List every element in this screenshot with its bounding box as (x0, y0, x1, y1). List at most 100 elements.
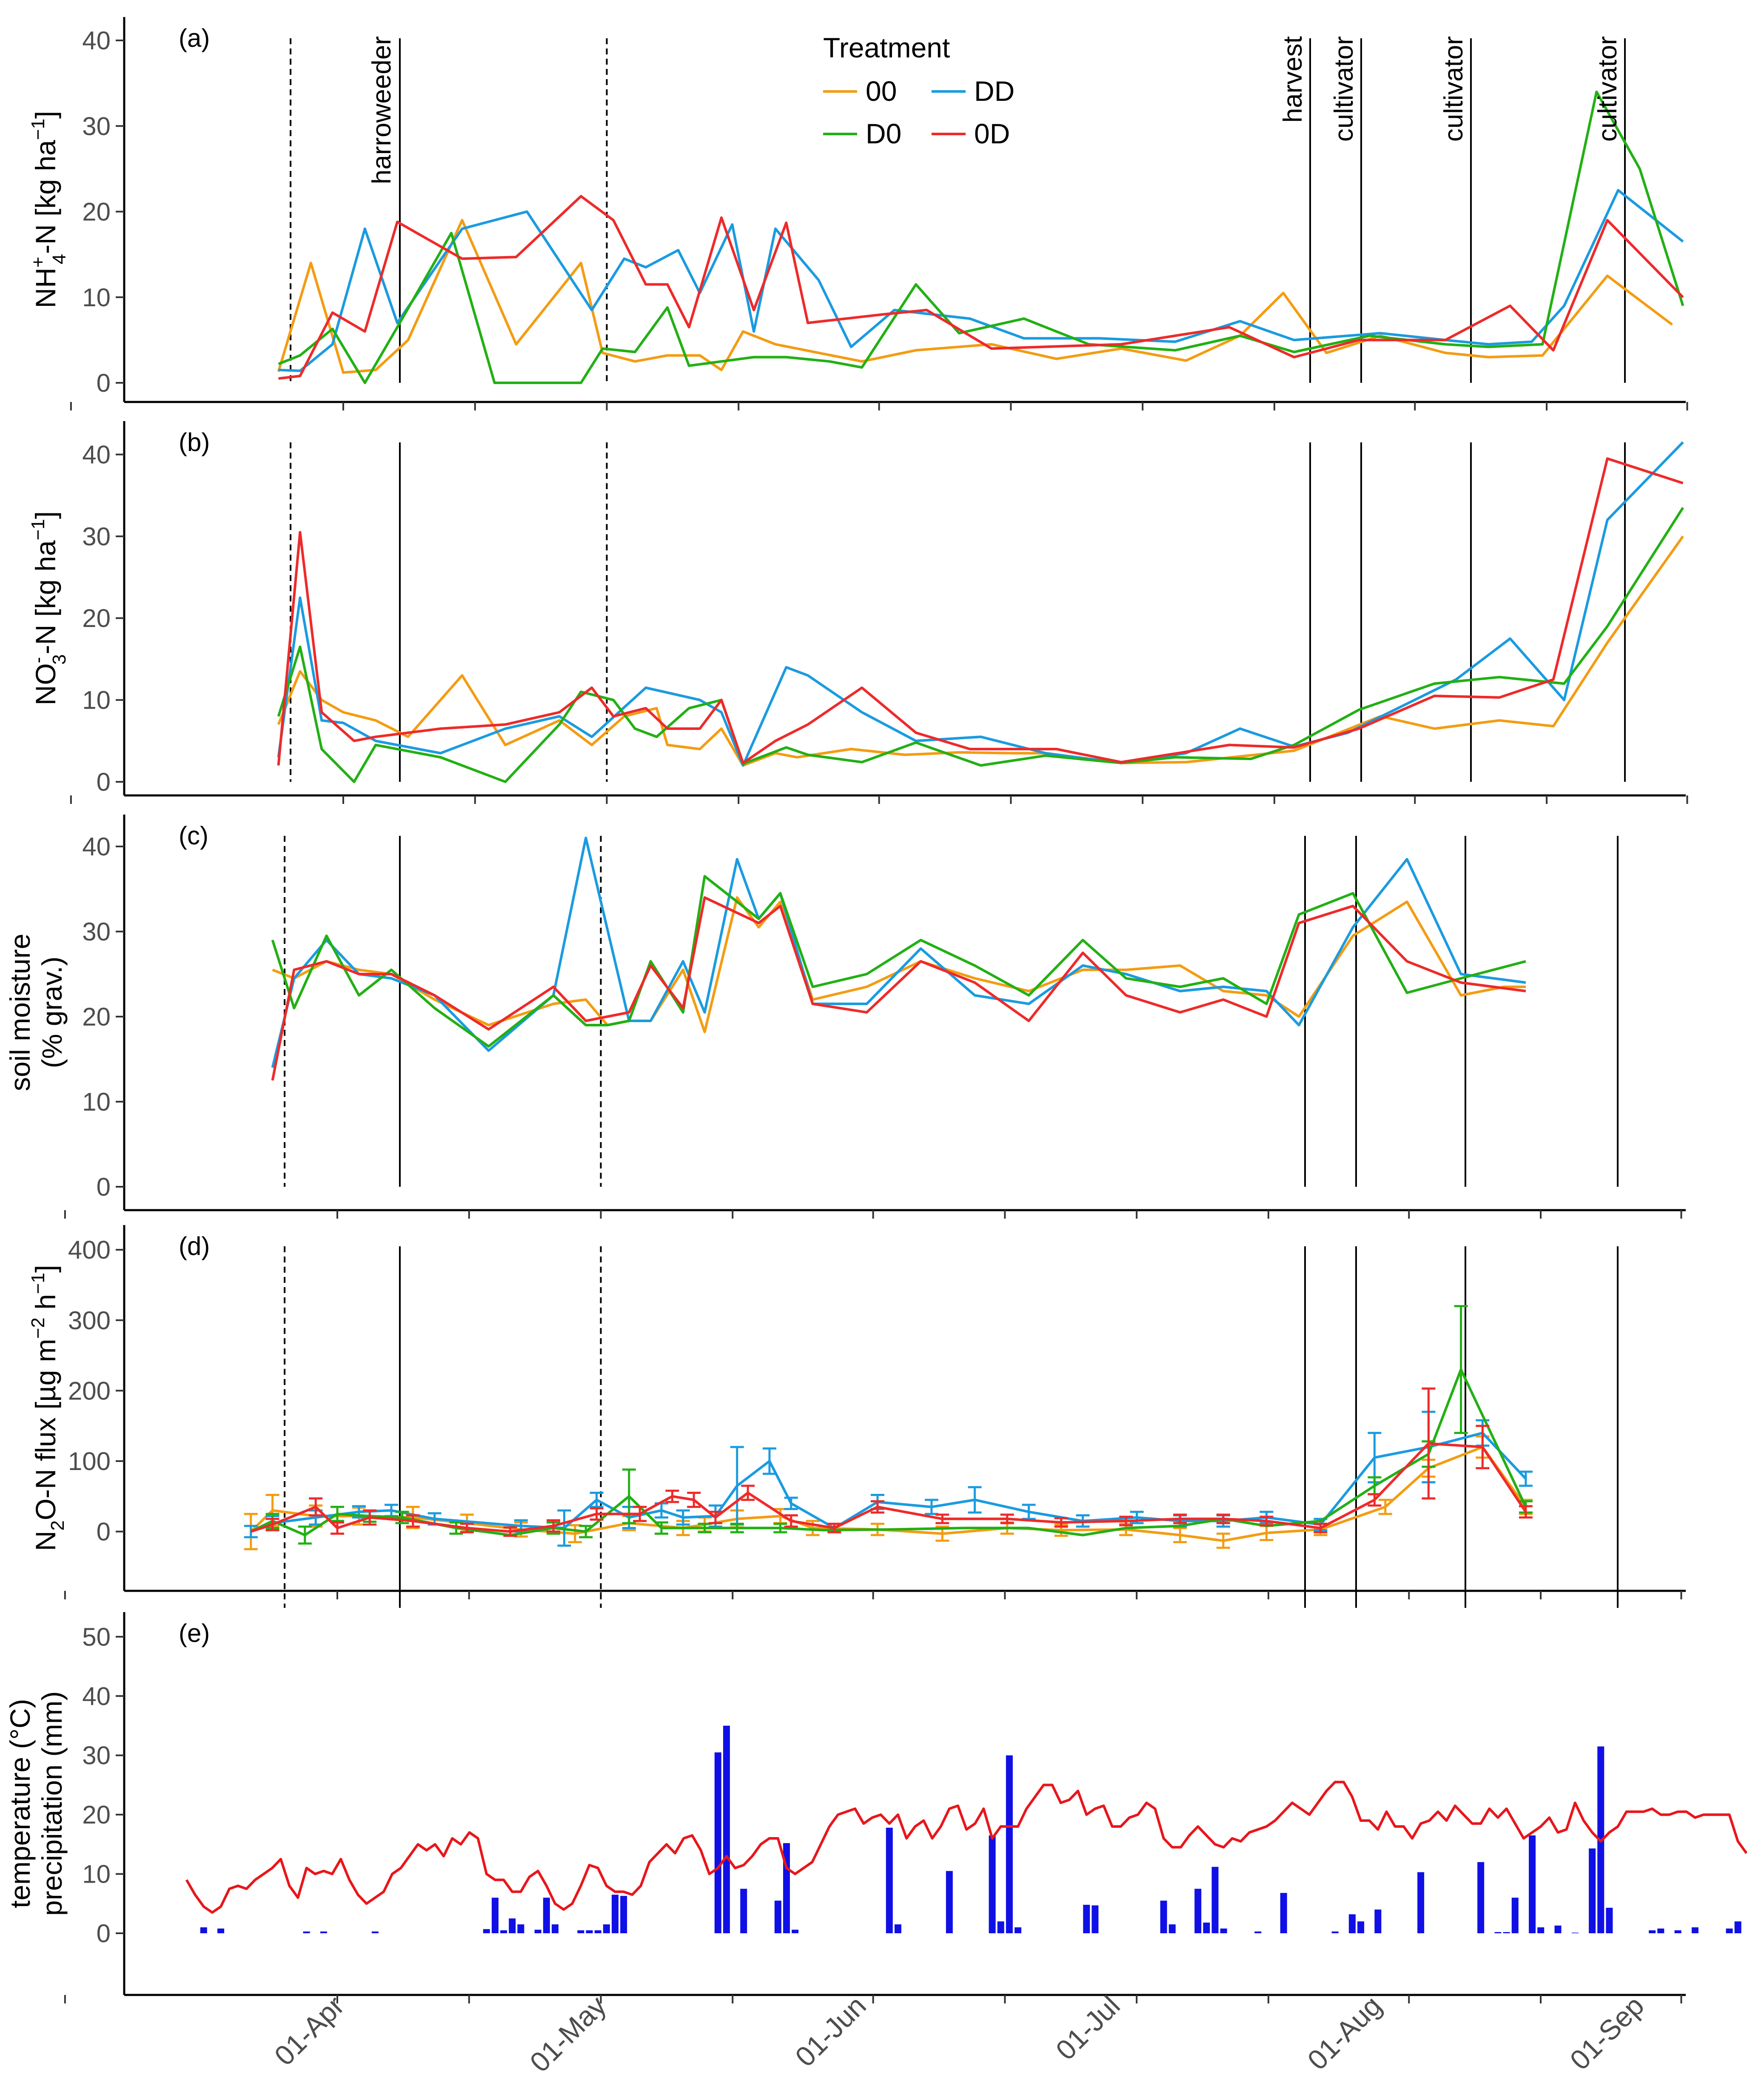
x-tick-label: 01-Jun (789, 1990, 872, 2073)
y-axis-label: NO-3-N [kg ha−1] (28, 511, 70, 705)
precipitation-bar (1674, 1930, 1681, 1933)
precipitation-bar (886, 1827, 893, 1933)
series-line-D0 (277, 507, 1684, 783)
ylab-main: NO (30, 663, 61, 705)
precipitation-bar (551, 1924, 559, 1933)
precipitation-bar (1015, 1927, 1022, 1933)
ylab-sup3: −1 (28, 1273, 48, 1294)
y-axis-label: NH+4-N [kg ha−1] (28, 111, 70, 308)
y-tick-label: 100 (68, 1447, 111, 1476)
precipitation-bar (1417, 1872, 1425, 1933)
precipitation-bar (200, 1927, 207, 1933)
operation-label: cultivator (1593, 36, 1622, 142)
ylab-sub: 3 (49, 654, 70, 664)
panel-d: 0 100 200 300 400 (d) N2O-N flux [µg m−2 h−1] (28, 1225, 1686, 1608)
series-line-D0 (278, 90, 1684, 384)
x-tick-label: 01-Aug (1301, 1990, 1388, 2076)
precipitation-bar (500, 1930, 507, 1933)
precipitation-bar (946, 1871, 953, 1933)
precipitation-bar (1348, 1914, 1356, 1933)
precipitation-bar (620, 1896, 627, 1933)
y-tick-label: 300 (68, 1306, 111, 1335)
series-line-0D (250, 1442, 1527, 1533)
precipitation-bar (1606, 1908, 1613, 1933)
precipitation-bar (1280, 1893, 1287, 1933)
y-tick-label: 10 (82, 1088, 111, 1116)
precipitation-bar (774, 1901, 781, 1933)
y-tick-label: 40 (82, 440, 111, 469)
y-tick-label: 40 (82, 1682, 111, 1710)
ylab-close: ] (30, 511, 61, 519)
y-tick-label: 400 (68, 1236, 111, 1264)
precipitation-bar (603, 1924, 610, 1933)
y-axis-label-line2: precipitation (mm) (36, 1691, 68, 1916)
precipitation-bar (1726, 1928, 1733, 1933)
panel-a: 0 10 20 30 40 (a) NH+4-N [kg ha−1] (28, 17, 1688, 410)
ylab-close: ] (30, 1265, 61, 1273)
temperature-line (185, 1781, 1747, 1914)
precipitation-bar (1691, 1927, 1699, 1933)
y-axis-label: N2O-N flux [µg m−2 h−1] (28, 1265, 68, 1551)
y-tick-label: 50 (82, 1623, 111, 1651)
ylab-mid: h (30, 1294, 61, 1317)
precipitation-bar (491, 1898, 499, 1933)
ylab-sup2: −2 (28, 1317, 48, 1339)
series-line-D0 (271, 875, 1526, 1048)
precipitation-bar (1331, 1931, 1339, 1933)
y-tick-label: 30 (82, 918, 111, 946)
precipitation-bar (543, 1898, 550, 1933)
ylab-tail: -N [kg ha (30, 540, 61, 654)
precipitation-bar (792, 1929, 799, 1933)
ylab-sub: 2 (47, 1520, 68, 1530)
y-tick-label: 20 (82, 1801, 111, 1829)
panel-label: (a) (179, 24, 210, 52)
y-tick-label: 20 (82, 1003, 111, 1031)
precipitation-bar (303, 1931, 310, 1933)
panel-e: 0 10 20 30 40 50 (e) temperature (°C) precipitat… (4, 1612, 1747, 2003)
precipitation-bar (1503, 1932, 1510, 1933)
x-tick-label: 01-Jul (1049, 1990, 1126, 2066)
precipitation-bar (1083, 1905, 1090, 1933)
legend-label-0D: 0D (974, 118, 1010, 149)
legend-title: Treatment (823, 32, 950, 63)
precipitation-bar (1734, 1921, 1741, 1933)
precipitation-bar (1006, 1755, 1013, 1933)
ylab-sub: 4 (49, 254, 70, 264)
precipitation-bar (740, 1889, 747, 1933)
precipitation-bar (320, 1931, 327, 1933)
y-tick-label: 20 (82, 198, 111, 226)
y-tick-label: 0 (97, 369, 111, 397)
ylab-unit-sup: −1 (28, 519, 48, 540)
x-tick-label: 01-Sep (1564, 1990, 1650, 2076)
y-tick-label: 10 (82, 1860, 111, 1889)
y-tick-label: 20 (82, 604, 111, 633)
legend-label-00: 00 (866, 75, 897, 107)
precipitation-bar (371, 1931, 379, 1933)
precipitation-bar (1374, 1909, 1382, 1933)
panel-label: (b) (179, 428, 210, 456)
legend-label-DD: DD (974, 75, 1015, 107)
precipitation-bar (894, 1924, 901, 1933)
y-tick-label: 40 (82, 26, 111, 55)
precipitation-bar (1529, 1835, 1536, 1933)
precipitation-bar (1357, 1921, 1365, 1933)
y-tick-label: 0 (97, 1919, 111, 1948)
precipitation-bar (1554, 1925, 1562, 1933)
precipitation-bar (534, 1929, 541, 1933)
precipitation-bar (1511, 1898, 1519, 1933)
ylab-main: N (30, 1531, 61, 1551)
series-line-00 (277, 219, 1673, 374)
precipitation-bar (1649, 1930, 1656, 1933)
precipitation-bar (1254, 1931, 1262, 1933)
ylab-unit-sup: −1 (28, 119, 48, 140)
series-line-DD (250, 1431, 1527, 1533)
series-line-0D (271, 896, 1526, 1081)
y-tick-label: 30 (82, 1741, 111, 1770)
precipitation-bar (1168, 1924, 1176, 1933)
y-axis-label-line1: soil moisture (4, 934, 36, 1091)
y-tick-label: 0 (97, 1518, 111, 1546)
ylab-tail: O-N flux [µg m (30, 1339, 61, 1520)
panel-label: (c) (179, 821, 208, 850)
precipitation-bar (483, 1929, 490, 1933)
